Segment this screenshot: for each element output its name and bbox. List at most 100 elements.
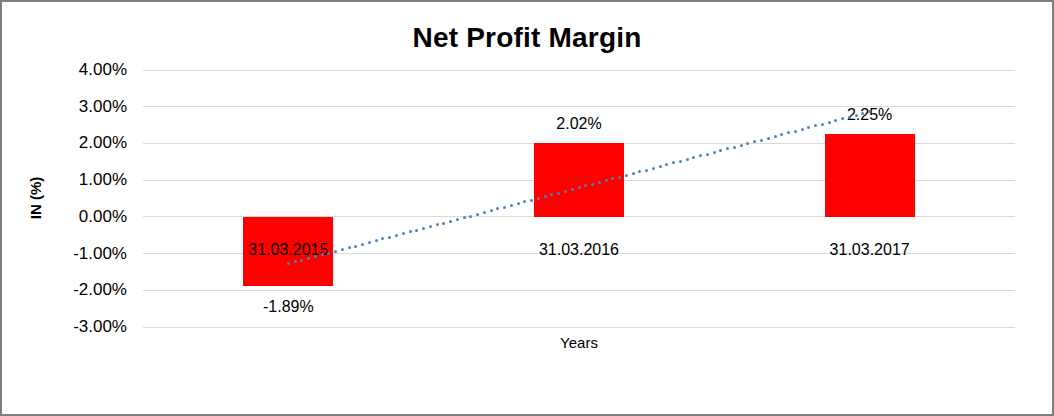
trendline-dot xyxy=(476,213,479,216)
gridline xyxy=(143,216,1015,217)
trendline-dot xyxy=(381,237,384,240)
trendline-dot xyxy=(503,206,506,209)
trendline-dot xyxy=(456,218,459,221)
trendline-dot xyxy=(598,181,601,184)
trendline-dot xyxy=(564,190,567,193)
trendline-dot xyxy=(334,250,337,253)
trendline-dot xyxy=(402,232,405,235)
trendline-dot xyxy=(828,121,831,124)
trendline-dot xyxy=(787,131,790,134)
trendline-dot xyxy=(490,209,493,212)
trendline-dot xyxy=(544,195,547,198)
trendline-dot xyxy=(395,234,398,237)
gridline xyxy=(143,106,1015,107)
trendline-dot xyxy=(354,245,357,248)
gridline xyxy=(143,327,1015,328)
trendline-dot xyxy=(578,186,581,189)
trendline-dot xyxy=(794,130,797,133)
trendline-dot xyxy=(510,204,513,207)
trendline-dot xyxy=(571,188,574,191)
trendline-dot xyxy=(848,116,851,119)
trendline-dot xyxy=(550,193,553,196)
trendline-dot xyxy=(361,243,364,246)
trendline-dot xyxy=(672,161,675,164)
trendline-dot xyxy=(537,197,540,200)
trendline-dot xyxy=(814,124,817,127)
trendline-dot xyxy=(523,200,526,203)
trendline-dot xyxy=(726,147,729,150)
trendline-dot xyxy=(422,227,425,230)
trendline-dot xyxy=(442,222,445,225)
trendline-dot xyxy=(767,137,770,140)
y-tick-label: 2.00% xyxy=(2,133,127,153)
trendline-dot xyxy=(591,183,594,186)
trendline-dot xyxy=(699,154,702,157)
trendline-dot xyxy=(780,133,783,136)
trendline-dot xyxy=(611,177,614,180)
y-tick-label: 1.00% xyxy=(2,170,127,190)
trendline-dot xyxy=(584,184,587,187)
trendline-dot xyxy=(469,215,472,218)
bar-31.03.2016 xyxy=(534,143,624,217)
trendline-dot xyxy=(719,149,722,152)
trendline-dot xyxy=(746,142,749,145)
trendline-dot xyxy=(659,165,662,168)
trendline-dot xyxy=(415,229,418,232)
trendline-dot xyxy=(706,153,709,156)
trendline-dot xyxy=(861,112,864,115)
data-label: 2.25% xyxy=(810,105,930,125)
y-tick-label: -1.00% xyxy=(2,244,127,264)
trendline-dot xyxy=(496,207,499,210)
bar-31.03.2017 xyxy=(825,134,915,217)
trendline-dot xyxy=(463,216,466,219)
chart-title: Net Profit Margin xyxy=(2,22,1052,54)
gridline xyxy=(143,180,1015,181)
bar-31.03.2015 xyxy=(243,217,333,286)
data-label: 2.02% xyxy=(519,114,639,134)
trendline-dot xyxy=(632,172,635,175)
trendline-dot xyxy=(760,139,763,142)
trendline-dot xyxy=(368,241,371,244)
trendline-dot xyxy=(740,144,743,147)
trendline-dot xyxy=(429,225,432,228)
trendline xyxy=(2,2,1052,414)
trendline-dot xyxy=(821,123,824,126)
y-tick-label: 0.00% xyxy=(2,207,127,227)
trendline-dot xyxy=(625,174,628,177)
trendline-dot xyxy=(388,236,391,239)
gridline xyxy=(143,70,1015,71)
y-tick-label: -2.00% xyxy=(2,280,127,300)
category-label: 31.03.2017 xyxy=(724,240,1015,259)
data-label: -1.89% xyxy=(228,297,348,317)
trendline-dot xyxy=(483,211,486,214)
trendline-dot xyxy=(801,128,804,131)
trendline-dot xyxy=(327,252,330,255)
category-label: 31.03.2016 xyxy=(434,240,725,259)
trendline-dot xyxy=(713,151,716,154)
trendline-dot xyxy=(692,156,695,159)
trendline-dot xyxy=(774,135,777,138)
trendline-dot xyxy=(679,160,682,163)
trendline-dot xyxy=(686,158,689,161)
trendline-dot xyxy=(557,192,560,195)
trendline-dot xyxy=(287,262,290,265)
trendline-dot xyxy=(409,230,412,233)
trendline-dot xyxy=(314,255,317,258)
trendline-dot xyxy=(618,176,621,179)
trendline-dot xyxy=(294,260,297,263)
trendline-dot xyxy=(307,257,310,260)
trendline-dot xyxy=(665,163,668,166)
trendline-dot xyxy=(530,199,533,202)
category-label: 31.03.2015 xyxy=(143,240,434,259)
y-tick-label: -3.00% xyxy=(2,317,127,337)
trendline-dot xyxy=(638,170,641,173)
trendline-dot xyxy=(652,167,655,170)
y-tick-label: 4.00% xyxy=(2,60,127,80)
trendline-dot xyxy=(841,117,844,120)
gridline xyxy=(143,290,1015,291)
plot-area: 4.00%3.00%2.00%1.00%0.00%-1.00%-2.00%-3.… xyxy=(2,2,1052,414)
y-axis-title: IN (%) xyxy=(27,177,44,220)
trendline-dot xyxy=(341,248,344,251)
x-axis-title: Years xyxy=(143,334,1015,351)
trendline-dot xyxy=(645,169,648,172)
